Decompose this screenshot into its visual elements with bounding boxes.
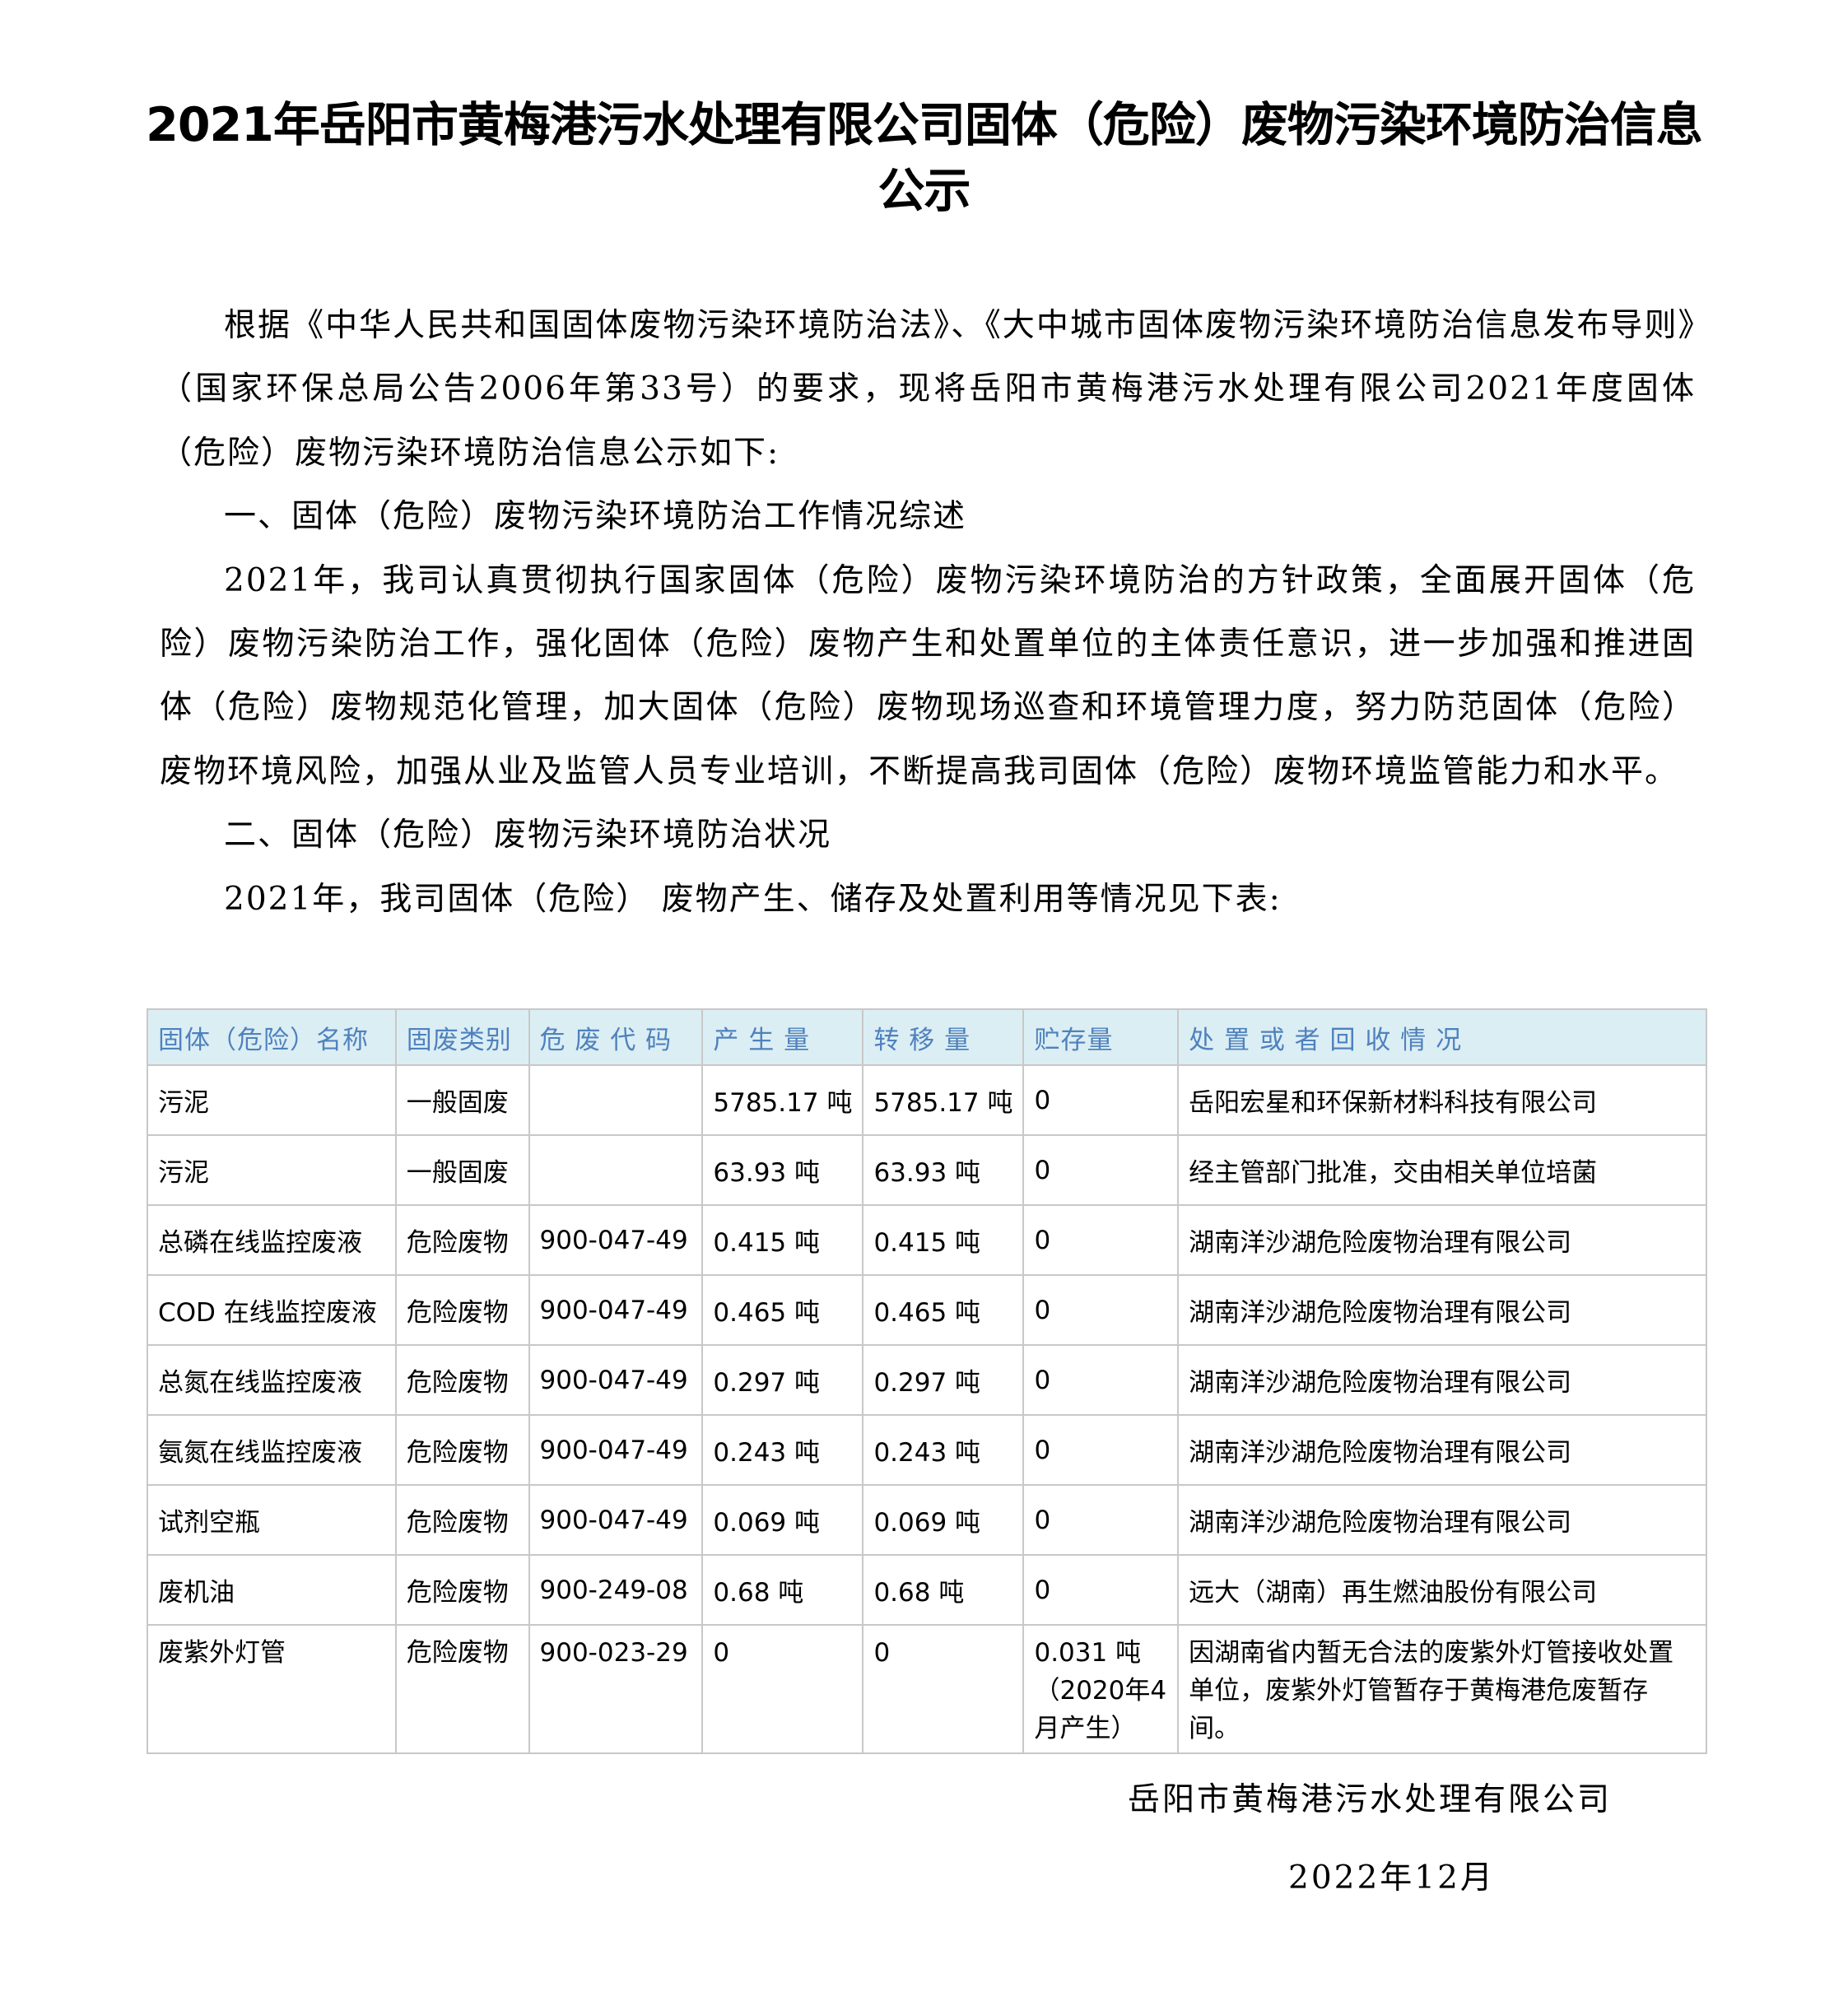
cell-disposal: 湖南洋沙湖危险废物治理有限公司 (1177, 1204, 1707, 1276)
header-transferred: 转 移 量 (862, 1008, 1025, 1066)
document-body: 根据《中华人民共和国固体废物污染环境防治法》、《大中城市固体废物污染环境防治信息… (160, 294, 1696, 931)
cell-category: 危险废物 (394, 1204, 530, 1276)
cell-stored: 0 (1022, 1554, 1180, 1626)
date: 2022年12月 (1288, 1859, 1495, 1897)
cell-category: 危险废物 (394, 1414, 530, 1486)
cell-name: 废机油 (147, 1554, 397, 1626)
section-heading-1: 一、固体（危险）废物污染环境防治工作情况综述 (224, 498, 967, 536)
cell-transferred: 0.069 吨 (862, 1484, 1025, 1556)
header-code: 危 废 代 码 (528, 1008, 704, 1066)
cell-generated: 0.415 吨 (701, 1204, 864, 1276)
cell-stored: 0 (1022, 1344, 1180, 1416)
cell-stored: 0 (1022, 1204, 1180, 1276)
cell-name: 氨氮在线监控废液 (147, 1414, 397, 1486)
cell-generated: 0.069 吨 (701, 1484, 864, 1556)
cell-generated: 0 (701, 1624, 864, 1754)
section-heading-2: 二、固体（危险）废物污染环境防治状况 (224, 817, 832, 854)
cell-transferred: 0.465 吨 (862, 1274, 1025, 1346)
cell-transferred: 0.243 吨 (862, 1414, 1025, 1486)
cell-disposal: 湖南洋沙湖危险废物治理有限公司 (1177, 1484, 1707, 1556)
cell-category: 一般固废 (394, 1134, 530, 1206)
intro-paragraph: 根据《中华人民共和国固体废物污染环境防治法》、《大中城市固体废物污染环境防治信息… (160, 307, 1696, 472)
cell-generated: 0.465 吨 (701, 1274, 864, 1346)
cell-code: 900-023-29 (528, 1624, 704, 1754)
cell-disposal: 因湖南省内暂无合法的废紫外灯管接收处置单位，废紫外灯管暂存于黄梅港危废暂存间。 (1177, 1624, 1707, 1754)
cell-generated: 0.297 吨 (701, 1344, 864, 1416)
cell-transferred: 0.68 吨 (862, 1554, 1025, 1626)
cell-name: COD 在线监控废液 (147, 1274, 397, 1346)
cell-stored: 0 (1022, 1274, 1180, 1346)
cell-code: 900-047-49 (528, 1484, 704, 1556)
cell-stored: 0 (1022, 1134, 1180, 1206)
cell-category: 一般固废 (394, 1064, 530, 1136)
cell-code (528, 1064, 704, 1136)
cell-name: 试剂空瓶 (147, 1484, 397, 1556)
cell-disposal: 远大（湖南）再生燃油股份有限公司 (1177, 1554, 1707, 1626)
table-row: 总氮在线监控废液 危险废物 900-047-49 0.297 吨 0.297 吨 0 湖南洋… (147, 1344, 1707, 1416)
cell-category: 危险废物 (394, 1274, 530, 1346)
cell-name: 污泥 (147, 1064, 397, 1136)
cell-generated: 0.243 吨 (701, 1414, 864, 1486)
cell-stored: 0 (1022, 1064, 1180, 1136)
cell-code: 900-047-49 (528, 1274, 704, 1346)
cell-code: 900-047-49 (528, 1204, 704, 1276)
cell-transferred: 0.415 吨 (862, 1204, 1025, 1276)
table-row: 总磷在线监控废液 危险废物 900-047-49 0.415 吨 0.415 吨 0 湖南洋… (147, 1204, 1707, 1276)
table-row: 氨氮在线监控废液 危险废物 900-047-49 0.243 吨 0.243 吨 0 湖南洋… (147, 1414, 1707, 1486)
table-header-row: 固体（危险）名称 固废类别 危 废 代 码 产 生 量 转 移 量 贮存量 处 … (147, 1008, 1707, 1066)
cell-stored: 0 (1022, 1484, 1180, 1556)
cell-code (528, 1134, 704, 1206)
cell-name: 总氮在线监控废液 (147, 1344, 397, 1416)
document-title: 2021年岳阳市黄梅港污水处理有限公司固体（危险）废物污染环境防治信息公示 (146, 98, 1703, 218)
cell-disposal: 湖南洋沙湖危险废物治理有限公司 (1177, 1274, 1707, 1346)
cell-generated: 5785.17 吨 (701, 1064, 864, 1136)
cell-transferred: 5785.17 吨 (862, 1064, 1025, 1136)
cell-category: 危险废物 (394, 1554, 530, 1626)
header-stored: 贮存量 (1022, 1008, 1180, 1066)
cell-category: 危险废物 (394, 1484, 530, 1556)
cell-disposal: 经主管部门批准，交由相关单位培菌 (1177, 1134, 1707, 1206)
cell-disposal: 湖南洋沙湖危险废物治理有限公司 (1177, 1344, 1707, 1416)
header-disposal: 处 置 或 者 回 收 情 况 (1177, 1008, 1707, 1066)
cell-category: 危险废物 (394, 1344, 530, 1416)
cell-stored: 0 (1022, 1414, 1180, 1486)
table-row: 废机油 危险废物 900-249-08 0.68 吨 0.68 吨 0 远大（湖南）再生燃油… (147, 1554, 1707, 1626)
header-category: 固废类别 (394, 1008, 530, 1066)
summary-paragraph: 2021年，我司认真贯彻执行国家固体（危险）废物污染环境防治的方针政策，全面展开… (160, 561, 1696, 790)
table-row: 废紫外灯管 危险废物 900-023-29 0 0 0.031 吨（2020年4月产生）因… (147, 1624, 1707, 1754)
cell-code: 900-047-49 (528, 1414, 704, 1486)
cell-transferred: 0 (862, 1624, 1025, 1754)
waste-table: 固体（危险）名称 固废类别 危 废 代 码 产 生 量 转 移 量 贮存量 处 … (147, 1008, 1707, 1754)
cell-code: 900-249-08 (528, 1554, 704, 1626)
cell-disposal: 湖南洋沙湖危险废物治理有限公司 (1177, 1414, 1707, 1486)
cell-code: 900-047-49 (528, 1344, 704, 1416)
cell-stored: 0.031 吨（2020年4月产生） (1022, 1624, 1180, 1754)
cell-category: 危险废物 (394, 1624, 530, 1754)
cell-name: 废紫外灯管 (147, 1624, 397, 1754)
cell-name: 总磷在线监控废液 (147, 1204, 397, 1276)
cell-name: 污泥 (147, 1134, 397, 1206)
table-row: 污泥 一般固废 5785.17 吨 5785.17 吨 0 岳阳宏星和环保新材料科技有限公… (147, 1064, 1707, 1136)
cell-transferred: 63.93 吨 (862, 1134, 1025, 1206)
signature: 岳阳市黄梅港污水处理有限公司 (1128, 1781, 1613, 1818)
cell-disposal: 岳阳宏星和环保新材料科技有限公司 (1177, 1064, 1707, 1136)
table-intro: 2021年，我司固体（危险） 废物产生、储存及处置利用等情况见下表: (224, 880, 1282, 918)
cell-generated: 0.68 吨 (701, 1554, 864, 1626)
header-generated: 产 生 量 (701, 1008, 864, 1066)
cell-transferred: 0.297 吨 (862, 1344, 1025, 1416)
header-name: 固体（危险）名称 (147, 1008, 397, 1066)
table-row: 试剂空瓶 危险废物 900-047-49 0.069 吨 0.069 吨 0 湖南洋沙湖危险… (147, 1484, 1707, 1556)
cell-generated: 63.93 吨 (701, 1134, 864, 1206)
table-row: 污泥 一般固废 63.93 吨 63.93 吨 0 经主管部门批准，交由相关单位培菌 (147, 1134, 1707, 1206)
